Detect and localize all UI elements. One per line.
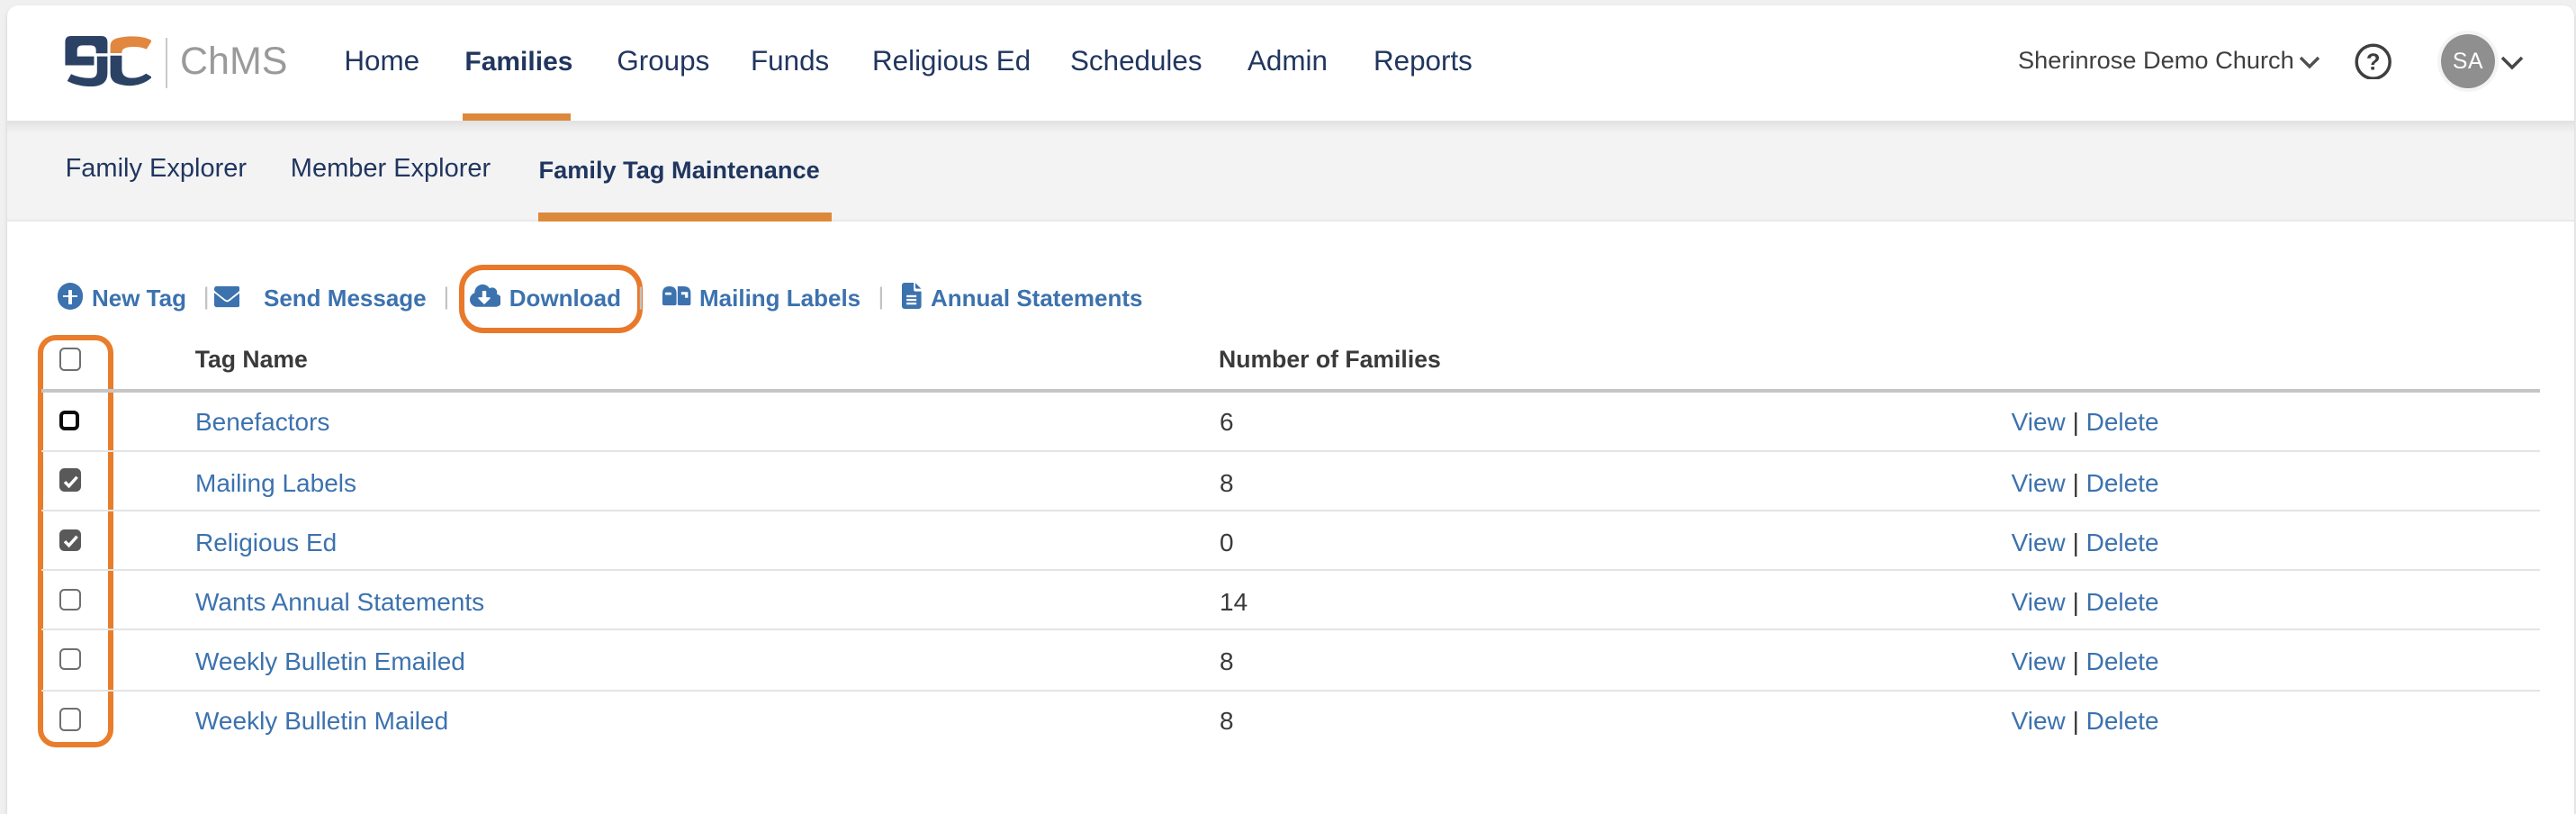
svg-text:?: ? (2367, 50, 2382, 75)
